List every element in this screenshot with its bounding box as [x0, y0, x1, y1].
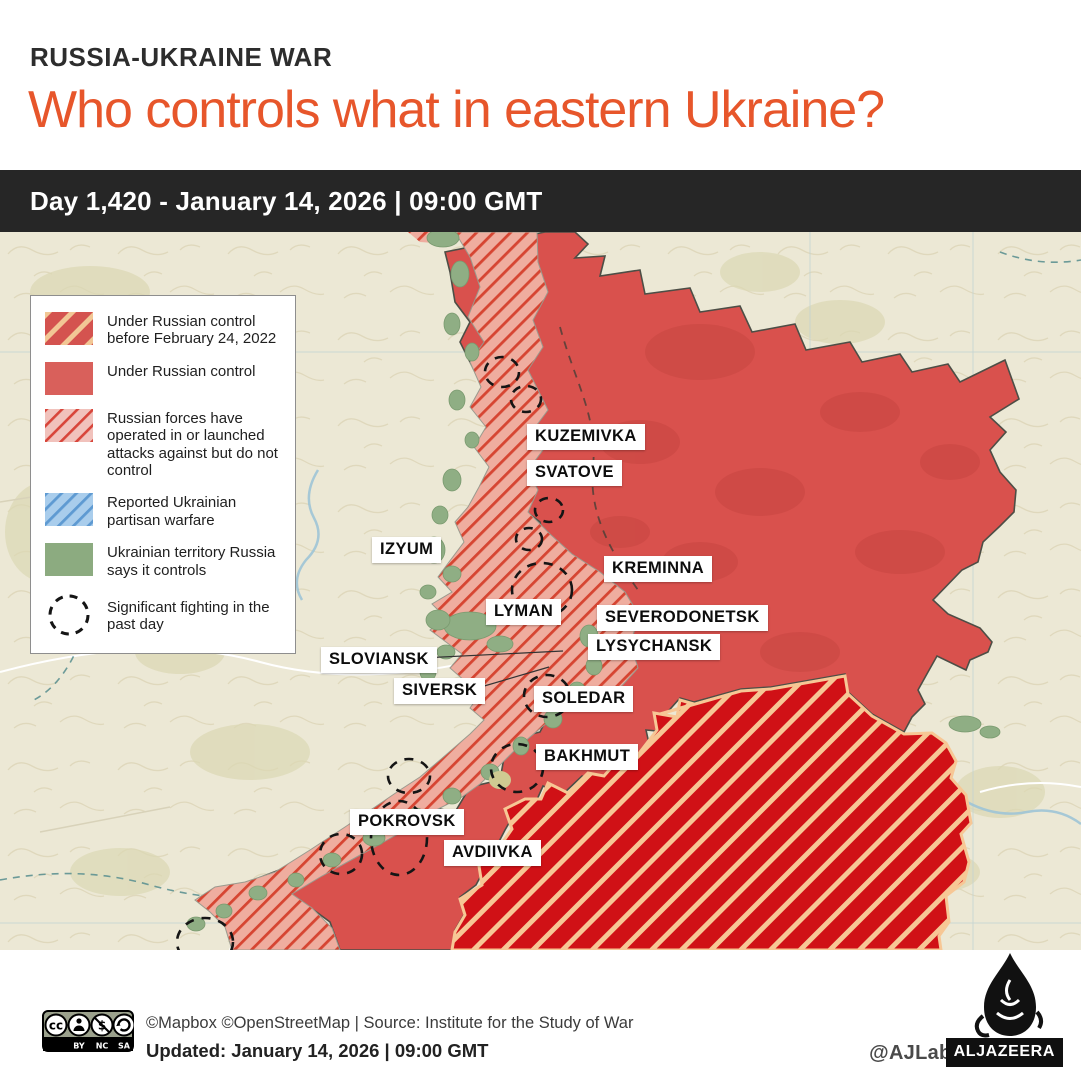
cc-nc-label: NC: [96, 1042, 109, 1051]
fighting-circle: [483, 355, 521, 389]
legend-row-attacks: Russian forces have operated in or launc…: [45, 408, 283, 480]
city-label-svatove: SVATOVE: [527, 460, 622, 486]
fighting-circle: [318, 832, 364, 876]
footer: cc $ BY NC SA ©Mapbox ©OpenStreetMap | S…: [0, 950, 1081, 1081]
built-up-patch: [489, 771, 511, 789]
city-label-soledar: SOLEDAR: [534, 686, 634, 712]
pre2022-russian-region: [450, 674, 973, 950]
legend-row-fighting: Significant fighting in the past day: [45, 593, 283, 637]
legend-label: Ukrainian territory Russia says it contr…: [107, 544, 276, 579]
legend-swatch-claimed: [45, 543, 93, 577]
city-label-bakhmut: BAKHMUT: [536, 744, 639, 770]
legend-label: Under Russian control: [107, 362, 256, 380]
fighting-circle: [369, 799, 429, 877]
city-label-severodonetsk: SEVERODONETSK: [597, 605, 768, 631]
fighting-circle: [510, 561, 574, 619]
fighting-circle: [175, 916, 235, 950]
fighting-circle: [514, 526, 544, 552]
oblast-boundary: [559, 326, 639, 591]
aljazeera-logo: [974, 953, 1044, 1038]
city-label-pokrovsk: POKROVSK: [350, 809, 464, 835]
legend-label: Reported Ukrainian partisan warfare: [107, 494, 237, 529]
city-label-izyum: IZYUM: [372, 537, 442, 563]
legend-row-russian-control: Under Russian control: [45, 361, 283, 395]
cc-sa-label: SA: [118, 1042, 131, 1051]
city-label-lysychansk: LYSYCHANSK: [588, 634, 721, 660]
legend-label: Russian forces have operated in or launc…: [107, 409, 278, 479]
updated-timestamp: Updated: January 14, 2026 | 09:00 GMT: [146, 1040, 489, 1061]
legend-row-claimed: Ukrainian territory Russia says it contr…: [45, 543, 283, 579]
cc-icon: cc: [49, 1019, 63, 1033]
ajlabs-handle: @AJLabs: [869, 1042, 963, 1064]
kicker: RUSSIA-UKRAINE WAR: [30, 42, 333, 72]
map-attribution: ©Mapbox ©OpenStreetMap | Source: Institu…: [146, 1014, 634, 1032]
map-area[interactable]: KUZEMIVKA SVATOVE IZYUM KREMINNA LYMAN S…: [0, 232, 1081, 950]
person-icon: [76, 1018, 82, 1024]
legend-row-pre2022: Under Russian control before February 24…: [45, 312, 283, 348]
date-bar-text: Day 1,420 - January 14, 2026 | 09:00 GMT: [30, 186, 543, 216]
fighting-circle: [533, 496, 565, 524]
city-label-kreminna: KREMINNA: [604, 556, 713, 582]
page-title: Who controls what in eastern Ukraine?: [28, 81, 885, 139]
header: RUSSIA-UKRAINE WAR Who controls what in …: [0, 0, 1081, 170]
city-label-siversk: SIVERSK: [394, 678, 486, 704]
leader-lines: [421, 650, 564, 690]
cc-license-badge[interactable]: cc $ BY NC SA: [42, 1010, 134, 1052]
city-label-lyman: LYMAN: [486, 599, 562, 625]
city-label-sloviansk: SLOVIANSK: [321, 647, 437, 673]
city-label-avdiivka: AVDIIVKA: [444, 840, 541, 866]
legend: Under Russian control before February 24…: [30, 295, 296, 654]
cc-by-label: BY: [73, 1042, 85, 1051]
legend-label: Significant fighting in the past day: [107, 598, 270, 634]
fighting-circle: [386, 757, 432, 795]
legend-swatch-partisan: [45, 493, 93, 527]
legend-swatch-pre2022: [45, 312, 93, 345]
date-bar: Day 1,420 - January 14, 2026 | 09:00 GMT: [0, 170, 1081, 232]
legend-row-partisan: Reported Ukrainian partisan warfare: [45, 493, 283, 529]
legend-swatch-russian-control: [45, 361, 93, 395]
share-alike-icon: [117, 1018, 131, 1032]
aljazeera-wordmark: ALJAZEERA: [945, 1038, 1063, 1067]
legend-label: Under Russian control before February 24…: [107, 313, 277, 348]
legend-swatch-attacks: [45, 408, 93, 442]
fighting-circle: [509, 384, 543, 414]
base-map: [0, 232, 1081, 950]
city-label-kuzemivka: KUZEMIVKA: [527, 424, 645, 450]
legend-swatch-fighting-circle: [48, 594, 90, 636]
